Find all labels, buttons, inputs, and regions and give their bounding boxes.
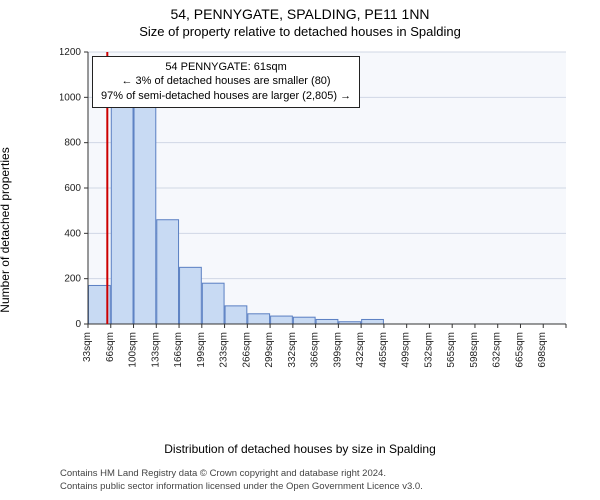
credits: Contains HM Land Registry data © Crown c… <box>60 468 423 494</box>
svg-text:632sqm: 632sqm <box>492 332 503 368</box>
svg-text:299sqm: 299sqm <box>264 332 275 368</box>
svg-text:432sqm: 432sqm <box>355 332 366 368</box>
svg-text:499sqm: 499sqm <box>401 332 412 368</box>
annotation-box: 54 PENNYGATE: 61sqm ← 3% of detached hou… <box>92 56 360 108</box>
svg-text:0: 0 <box>75 319 81 330</box>
title-address: 54, PENNYGATE, SPALDING, PE11 1NN <box>0 6 600 22</box>
y-axis-label: Number of detached properties <box>0 65 12 230</box>
svg-text:1000: 1000 <box>60 92 81 103</box>
svg-text:133sqm: 133sqm <box>150 332 161 368</box>
credits-line2: Contains public sector information licen… <box>60 481 423 494</box>
svg-text:166sqm: 166sqm <box>173 332 184 368</box>
svg-text:598sqm: 598sqm <box>469 332 480 368</box>
svg-text:199sqm: 199sqm <box>196 332 207 368</box>
annotation-line1: 54 PENNYGATE: 61sqm <box>101 60 351 74</box>
svg-text:399sqm: 399sqm <box>332 332 343 368</box>
title-subtitle: Size of property relative to detached ho… <box>0 24 600 39</box>
svg-text:332sqm: 332sqm <box>287 332 298 368</box>
annotation-line3: 97% of semi-detached houses are larger (… <box>101 89 351 103</box>
svg-text:200: 200 <box>64 274 81 285</box>
svg-text:1200: 1200 <box>60 47 81 58</box>
svg-text:266sqm: 266sqm <box>241 332 252 368</box>
x-axis-label: Distribution of detached houses by size … <box>0 442 600 456</box>
svg-text:465sqm: 465sqm <box>378 332 389 368</box>
svg-text:66sqm: 66sqm <box>105 332 116 362</box>
svg-text:100sqm: 100sqm <box>128 332 139 368</box>
svg-text:565sqm: 565sqm <box>446 332 457 368</box>
chart-container: 54, PENNYGATE, SPALDING, PE11 1NN Size o… <box>0 0 600 500</box>
svg-text:600: 600 <box>64 183 81 194</box>
svg-text:665sqm: 665sqm <box>514 332 525 368</box>
svg-text:33sqm: 33sqm <box>82 332 93 362</box>
svg-text:800: 800 <box>64 138 81 149</box>
svg-text:400: 400 <box>64 228 81 239</box>
annotation-line2: ← 3% of detached houses are smaller (80) <box>101 74 351 88</box>
svg-text:698sqm: 698sqm <box>537 332 548 368</box>
credits-line1: Contains HM Land Registry data © Crown c… <box>60 468 423 481</box>
svg-text:233sqm: 233sqm <box>219 332 230 368</box>
svg-text:366sqm: 366sqm <box>310 332 321 368</box>
svg-text:532sqm: 532sqm <box>423 332 434 368</box>
